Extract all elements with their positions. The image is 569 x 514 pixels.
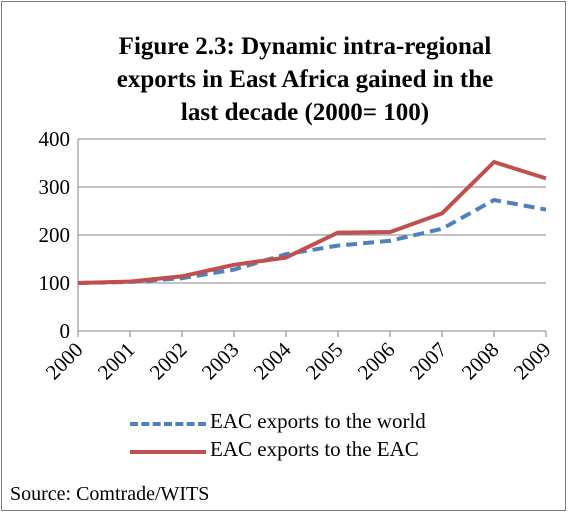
legend: EAC exports to the world EAC exports to … [130,409,550,465]
series-line-eac [77,160,547,285]
chart-title-line-2: exports in East Africa gained in the [116,66,494,93]
x-tick-label-2000: 2000 [41,338,88,385]
legend-item-eac: EAC exports to the EAC [130,437,550,465]
chart-title-line-3: last decade (2000= 100) [180,99,430,126]
legend-swatch-world [130,422,206,426]
x-tick-label-2003: 2003 [197,338,244,385]
x-tick-label-2009: 2009 [509,338,556,385]
y-tick-label-400: 400 [39,127,71,151]
x-tick-label-2001: 2001 [93,338,140,385]
legend-swatch-eac [130,450,206,454]
series-line-world [77,198,547,285]
y-tick-label-300: 300 [39,175,71,199]
chart-title-line-1: Figure 2.3: Dynamic intra-regional [118,33,492,60]
y-tick-label-100: 100 [39,271,71,295]
x-tick-label-2002: 2002 [145,338,192,385]
x-tick-label-2008: 2008 [457,338,504,385]
legend-label-eac: EAC exports to the EAC [210,437,419,461]
x-tick-label-2007: 2007 [405,338,452,385]
x-tick-label-2006: 2006 [353,338,400,385]
chart-title: Figure 2.3: Dynamic intra-regional expor… [40,30,569,129]
y-tick-label-200: 200 [39,223,71,247]
legend-item-world: EAC exports to the world [130,409,550,437]
x-tick-label-2005: 2005 [301,338,348,385]
source-note: Source: Comtrade/WITS [10,483,210,505]
x-tick-label-2004: 2004 [249,337,296,384]
y-tick-label-0: 0 [60,319,71,343]
legend-label-world: EAC exports to the world [210,409,426,433]
